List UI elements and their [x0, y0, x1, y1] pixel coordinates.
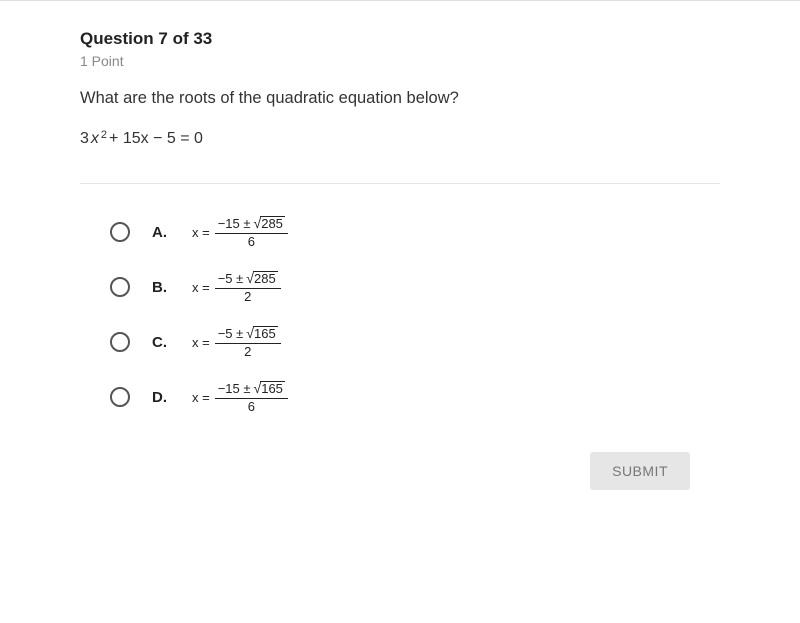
- numerator-lead: −15 ±: [218, 382, 251, 396]
- numerator-lead: −5 ±: [218, 327, 244, 341]
- question-points: 1 Point: [80, 53, 720, 69]
- option-formula: x = −5 ± 165 2: [192, 326, 281, 359]
- denominator: 2: [244, 289, 251, 304]
- option-label: A.: [152, 224, 170, 241]
- question-container: Question 7 of 33 1 Point What are the ro…: [0, 1, 800, 510]
- sqrt-icon: 285: [246, 271, 277, 286]
- equation-var: x: [91, 130, 99, 148]
- equation-a: 3: [80, 130, 89, 148]
- sqrt-icon: 285: [254, 216, 285, 231]
- denominator: 6: [248, 399, 255, 414]
- fraction: −15 ± 165 6: [215, 381, 288, 414]
- submit-row: SUBMIT: [80, 452, 720, 490]
- option-d[interactable]: D. x = −15 ± 165 6: [110, 381, 720, 414]
- question-text: What are the roots of the quadratic equa…: [80, 89, 720, 108]
- x-equals: x =: [192, 280, 210, 295]
- options-list: A. x = −15 ± 285 6 B. x = −5 ±: [110, 216, 720, 414]
- option-label: D.: [152, 389, 170, 406]
- numerator-lead: −15 ±: [218, 217, 251, 231]
- radio-b[interactable]: [110, 277, 130, 297]
- x-equals: x =: [192, 225, 210, 240]
- radio-c[interactable]: [110, 332, 130, 352]
- equation-rest: + 15x − 5 = 0: [109, 130, 203, 148]
- equation-exp: 2: [101, 129, 107, 141]
- option-label: B.: [152, 279, 170, 296]
- fraction: −5 ± 165 2: [215, 326, 281, 359]
- option-label: C.: [152, 334, 170, 351]
- sqrt-icon: 165: [246, 326, 277, 341]
- radio-a[interactable]: [110, 222, 130, 242]
- denominator: 6: [248, 234, 255, 249]
- fraction: −15 ± 285 6: [215, 216, 288, 249]
- divider: [80, 183, 720, 184]
- option-formula: x = −5 ± 285 2: [192, 271, 281, 304]
- x-equals: x =: [192, 390, 210, 405]
- option-formula: x = −15 ± 165 6: [192, 381, 288, 414]
- sqrt-icon: 165: [254, 381, 285, 396]
- question-equation: 3 x 2 + 15x − 5 = 0: [80, 130, 720, 148]
- option-formula: x = −15 ± 285 6: [192, 216, 288, 249]
- numerator-lead: −5 ±: [218, 272, 244, 286]
- option-a[interactable]: A. x = −15 ± 285 6: [110, 216, 720, 249]
- option-b[interactable]: B. x = −5 ± 285 2: [110, 271, 720, 304]
- question-title: Question 7 of 33: [80, 29, 720, 49]
- option-c[interactable]: C. x = −5 ± 165 2: [110, 326, 720, 359]
- submit-button[interactable]: SUBMIT: [590, 452, 690, 490]
- denominator: 2: [244, 344, 251, 359]
- fraction: −5 ± 285 2: [215, 271, 281, 304]
- radio-d[interactable]: [110, 387, 130, 407]
- x-equals: x =: [192, 335, 210, 350]
